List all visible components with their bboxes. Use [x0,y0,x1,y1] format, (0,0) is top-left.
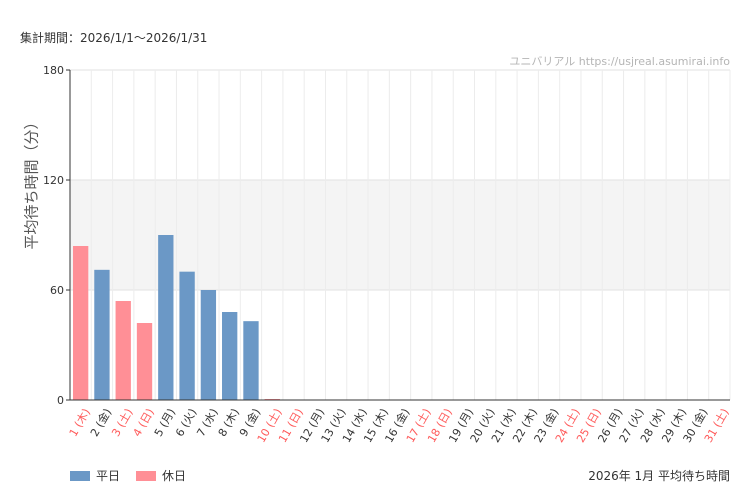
bar-3 [115,301,131,400]
bar-7 [200,290,217,400]
bar-9 [243,321,259,400]
y-tick-label: 120 [43,174,64,187]
chart-axes [66,69,730,401]
y-tick-labels: 0 60 120 180 [43,64,64,407]
bar-2 [94,269,110,400]
legend-item-weekday[interactable]: 平日 [70,467,120,484]
bar-5 [158,235,174,400]
legend-swatch-weekday [70,470,90,481]
legend-item-holiday[interactable]: 休日 [136,467,186,484]
legend-label-weekday: 平日 [96,469,121,483]
period-label: 集計期間：2026/1/1～2026/1/31 [20,31,208,45]
chart-bars [72,235,280,400]
chart-grid [70,69,731,401]
y-tick-label: 60 [50,284,64,297]
y-tick-label: 180 [43,64,64,77]
legend-swatch-holiday [136,470,157,481]
legend: 平日 休日 [70,467,202,484]
bar-4 [136,323,153,400]
legend-label-holiday: 休日 [162,469,187,483]
bar-8 [222,312,238,400]
x-tick-labels: 1 (木)2 (金)3 (土)4 (日)5 (月)6 (火)7 (水)8 (木)… [67,406,732,445]
bar-6 [179,271,195,400]
chart-footer-title: 2026年 1月 平均待ち時間 [588,469,730,483]
site-credit: ユニバリアル https://usjreal.asumirai.info [509,55,730,68]
bar-1 [72,246,89,400]
y-tick-label: 0 [57,394,64,407]
